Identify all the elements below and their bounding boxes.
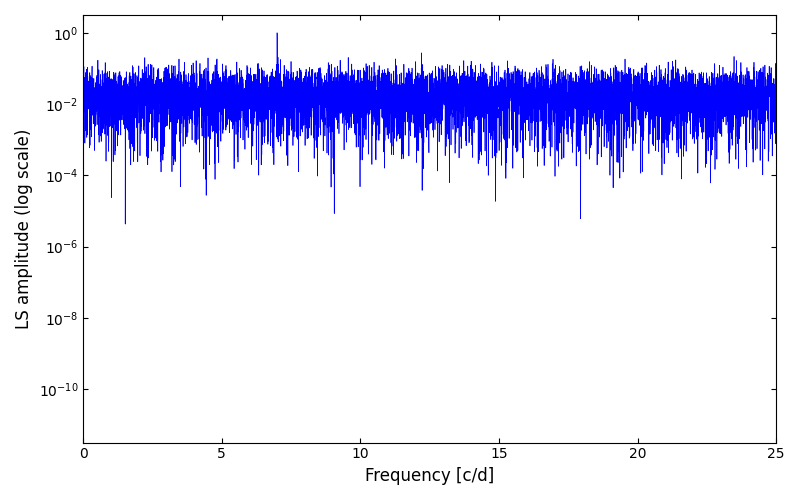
Y-axis label: LS amplitude (log scale): LS amplitude (log scale) — [15, 128, 33, 329]
X-axis label: Frequency [c/d]: Frequency [c/d] — [365, 467, 494, 485]
